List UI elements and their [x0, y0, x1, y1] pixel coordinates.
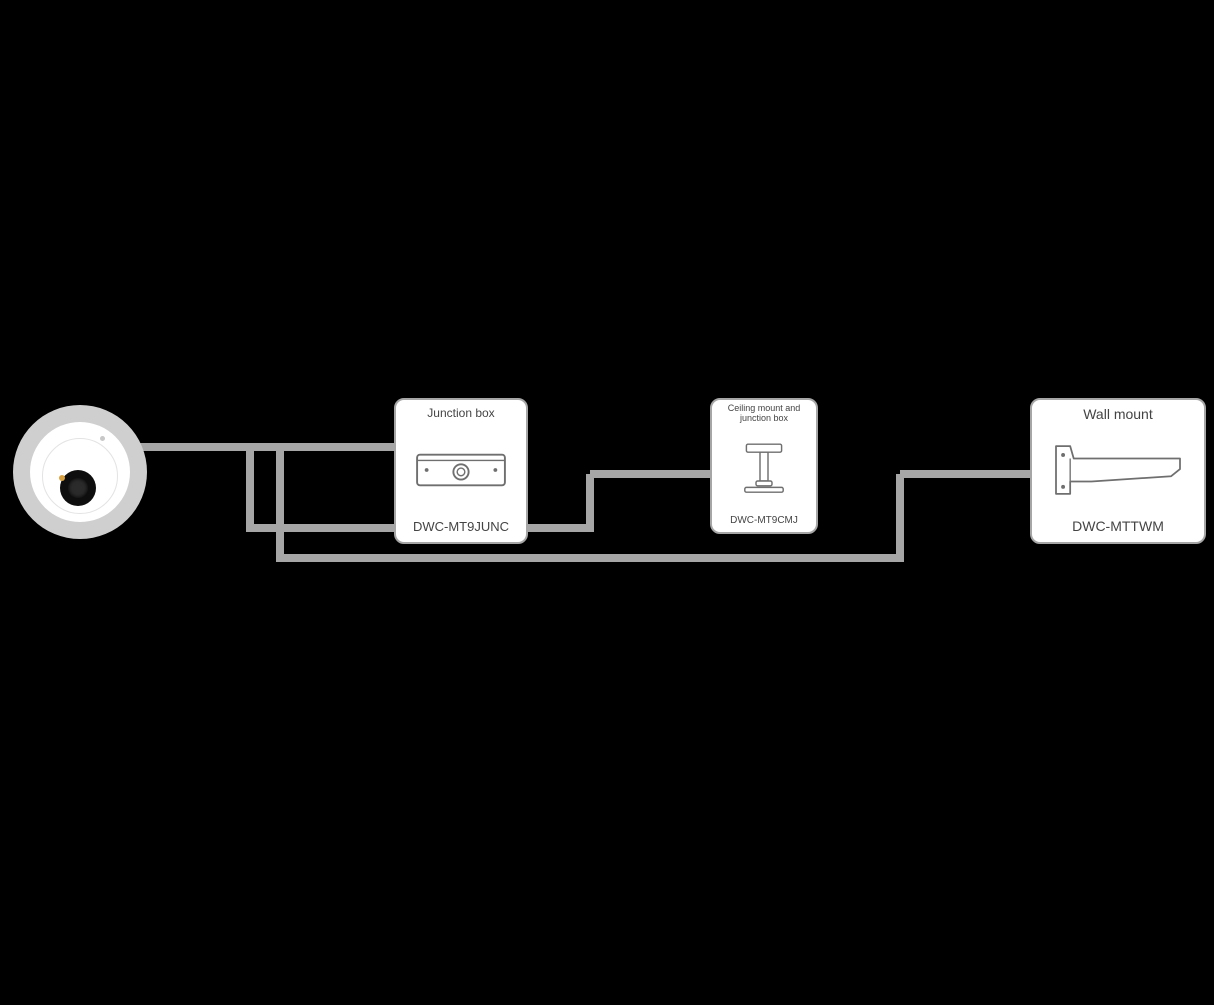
- wall-mount-icon: [1038, 422, 1198, 518]
- node-title: Ceiling mount and junction box: [718, 404, 810, 424]
- node-wall-mount: Wall mount DWC-MTTWM: [1030, 398, 1206, 544]
- node-junction-box: Junction box DWC-MT9JUNC: [394, 398, 528, 544]
- node-title: Junction box: [427, 406, 494, 420]
- node-sku: DWC-MT9JUNC: [413, 519, 509, 534]
- connector-3: [900, 470, 1030, 478]
- node-title: Wall mount: [1083, 406, 1153, 422]
- diagram: Junction box DWC-MT9JUNC Ceiling mount a…: [0, 0, 1214, 1005]
- ir-led-icon: [59, 475, 65, 481]
- connector-3: [276, 447, 284, 562]
- ceiling-mount-icon: [718, 424, 810, 515]
- camera-lens-icon: [68, 478, 88, 498]
- node-sku: DWC-MT9CMJ: [730, 515, 798, 526]
- connector-2: [590, 470, 710, 478]
- junction-box-icon: [402, 420, 520, 519]
- connector-2: [246, 447, 254, 532]
- node-ceiling-mount: Ceiling mount and junction box DWC-MT9CM…: [710, 398, 818, 534]
- connector-1: [140, 443, 394, 451]
- screw-dot-icon: [100, 436, 105, 441]
- connector-2: [586, 474, 594, 532]
- node-sku: DWC-MTTWM: [1072, 518, 1164, 534]
- connector-3: [280, 554, 900, 562]
- connector-3: [896, 474, 904, 562]
